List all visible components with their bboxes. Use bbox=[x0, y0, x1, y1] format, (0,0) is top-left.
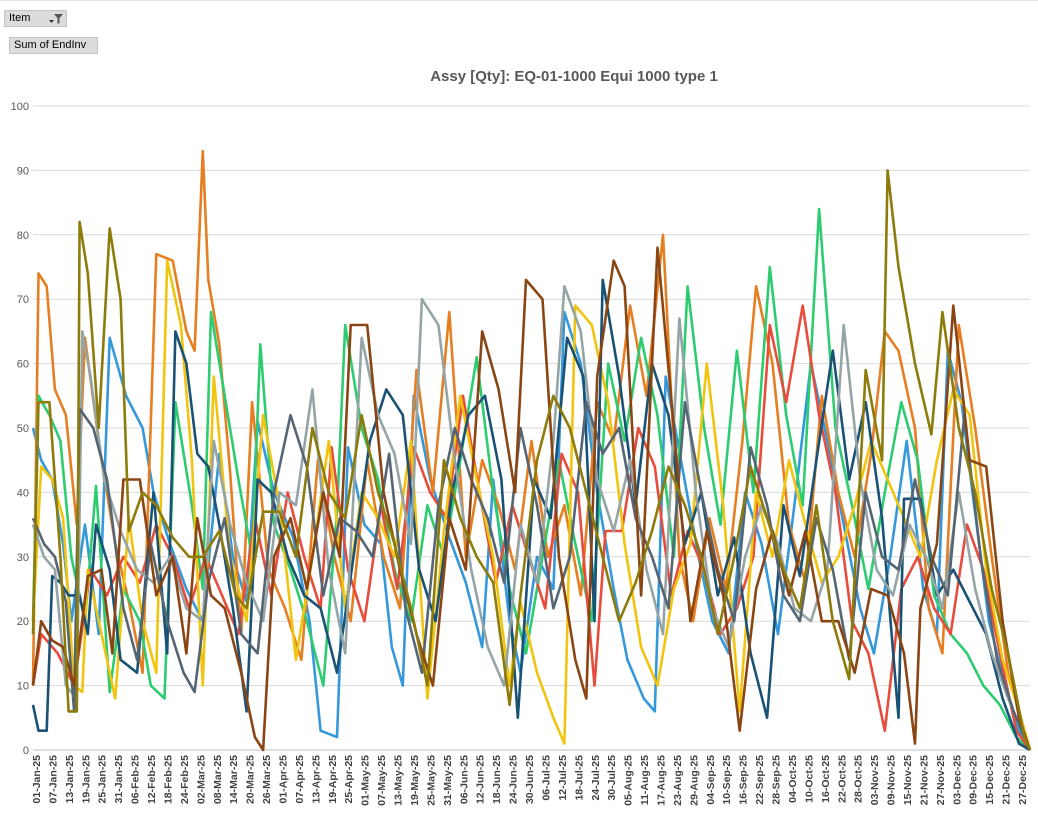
x-tick-label: 02-Mar-25 bbox=[195, 755, 207, 804]
series-lines bbox=[31, 149, 1032, 752]
x-tick-label: 15-Dec-25 bbox=[984, 755, 996, 805]
x-tick-label: 12-Jun-25 bbox=[475, 755, 487, 804]
x-tick-label: 21-Dec-25 bbox=[1001, 755, 1013, 805]
x-tick-label: 09-Nov-25 bbox=[886, 755, 898, 805]
x-tick-label: 21-Nov-25 bbox=[918, 755, 930, 805]
x-tick-label: 10-Sep-25 bbox=[721, 755, 733, 805]
x-tick-label: 20-Mar-25 bbox=[245, 755, 257, 804]
x-tick-label: 07-Apr-25 bbox=[294, 755, 306, 804]
x-tick-label: 27-Dec-25 bbox=[1017, 755, 1029, 805]
x-tick-label: 05-Aug-25 bbox=[623, 755, 635, 806]
x-tick-label: 12-Jul-25 bbox=[557, 755, 569, 801]
y-tick-label: 60 bbox=[17, 359, 29, 371]
x-tick-label: 25-May-25 bbox=[425, 755, 437, 806]
x-tick-label: 06-Feb-25 bbox=[130, 755, 142, 804]
value-field-button[interactable]: Sum of EndInv bbox=[9, 37, 98, 54]
y-tick-label: 40 bbox=[17, 487, 29, 499]
x-tick-label: 07-May-25 bbox=[376, 755, 388, 806]
series-line-6 bbox=[31, 278, 1031, 752]
x-tick-label: 29-Aug-25 bbox=[688, 755, 700, 806]
y-tick-label: 30 bbox=[17, 552, 29, 564]
x-tick-label: 31-May-25 bbox=[442, 755, 454, 806]
x-tick-label: 13-Apr-25 bbox=[310, 755, 322, 804]
x-tick-label: 04-Sep-25 bbox=[705, 755, 717, 805]
x-tick-label: 12-Feb-25 bbox=[146, 755, 158, 804]
y-tick-label: 100 bbox=[11, 101, 29, 113]
chart-title: Assy [Qty]: EQ-01-1000 Equi 1000 type 1 bbox=[430, 68, 718, 85]
y-tick-label: 50 bbox=[17, 423, 29, 435]
series-line-2 bbox=[31, 149, 1032, 751]
x-tick-label: 24-Jul-25 bbox=[590, 755, 602, 801]
x-tick-label: 19-May-25 bbox=[409, 755, 421, 806]
x-tick-label: 27-Nov-25 bbox=[935, 755, 947, 805]
x-tick-label: 06-Jul-25 bbox=[541, 755, 553, 801]
y-tick-label: 70 bbox=[17, 294, 29, 306]
x-tick-label: 01-Jan-25 bbox=[31, 755, 43, 804]
y-tick-label: 10 bbox=[17, 681, 29, 693]
x-tick-label: 17-Aug-25 bbox=[656, 755, 668, 806]
x-tick-label: 16-Oct-25 bbox=[820, 755, 832, 803]
x-tick-label: 25-Apr-25 bbox=[343, 755, 355, 804]
x-tick-label: 22-Oct-25 bbox=[836, 755, 848, 803]
x-tick-label: 19-Jan-25 bbox=[80, 755, 92, 804]
x-tick-label: 10-Oct-25 bbox=[803, 755, 815, 803]
x-tick-label: 19-Apr-25 bbox=[327, 755, 339, 804]
top-border bbox=[0, 0, 1038, 1]
y-axis-ticks: 0 10 20 30 40 50 60 70 80 90 100 bbox=[11, 101, 29, 757]
x-tick-label: 18-Jun-25 bbox=[491, 755, 503, 804]
x-tick-label: 11-Aug-25 bbox=[639, 755, 651, 805]
series-line-10 bbox=[31, 169, 1032, 751]
y-tick-label: 90 bbox=[17, 165, 29, 177]
x-tick-label: 01-May-25 bbox=[360, 755, 372, 806]
x-tick-label: 25-Jan-25 bbox=[97, 755, 109, 804]
x-tick-label: 26-Mar-25 bbox=[261, 755, 273, 804]
x-tick-label: 13-May-25 bbox=[393, 755, 405, 806]
x-tick-label: 08-Mar-25 bbox=[212, 755, 224, 804]
value-field-label: Sum of EndInv bbox=[14, 39, 87, 51]
x-axis-ticks: 01-Jan-25 07-Jan-25 13-Jan-25 19-Jan-25 25-J… bbox=[31, 755, 1029, 806]
series-line-8 bbox=[31, 400, 1032, 751]
filter-dropdown-icon[interactable] bbox=[49, 12, 63, 25]
x-tick-label: 30-Jul-25 bbox=[606, 755, 618, 801]
y-tick-label: 0 bbox=[23, 745, 29, 757]
x-tick-label: 24-Jun-25 bbox=[508, 755, 520, 804]
item-field-label: Item bbox=[9, 12, 31, 24]
series-line-7 bbox=[31, 284, 1032, 751]
x-tick-label: 15-Nov-25 bbox=[902, 755, 914, 805]
x-tick-label: 23-Aug-25 bbox=[672, 755, 684, 806]
x-tick-label: 14-Mar-25 bbox=[228, 755, 240, 804]
y-tick-label: 80 bbox=[17, 230, 29, 242]
x-tick-label: 04-Oct-25 bbox=[787, 755, 799, 803]
x-tick-label: 31-Jan-25 bbox=[113, 755, 125, 804]
x-tick-label: 03-Dec-25 bbox=[951, 755, 963, 805]
series-line-9 bbox=[31, 246, 1032, 752]
series-line-5 bbox=[31, 259, 1032, 751]
x-tick-label: 18-Jul-25 bbox=[573, 755, 585, 801]
x-tick-label: 18-Feb-25 bbox=[163, 755, 175, 804]
y-tick-label: 20 bbox=[17, 616, 29, 628]
item-field-button[interactable]: Item bbox=[4, 10, 67, 27]
x-tick-label: 09-Dec-25 bbox=[968, 755, 980, 805]
x-tick-label: 24-Feb-25 bbox=[179, 755, 191, 804]
x-tick-label: 16-Sep-25 bbox=[738, 755, 750, 805]
x-tick-label: 01-Apr-25 bbox=[278, 755, 290, 804]
x-tick-label: 28-Sep-25 bbox=[771, 755, 783, 805]
x-tick-label: 03-Nov-25 bbox=[869, 755, 881, 805]
x-tick-label: 13-Jan-25 bbox=[64, 755, 76, 804]
x-tick-label: 28-Oct-25 bbox=[853, 755, 865, 803]
x-tick-label: 07-Jan-25 bbox=[47, 755, 59, 804]
x-tick-label: 06-Jun-25 bbox=[458, 755, 470, 804]
x-tick-label: 22-Sep-25 bbox=[754, 755, 766, 805]
x-tick-label: 30-Jun-25 bbox=[524, 755, 536, 804]
